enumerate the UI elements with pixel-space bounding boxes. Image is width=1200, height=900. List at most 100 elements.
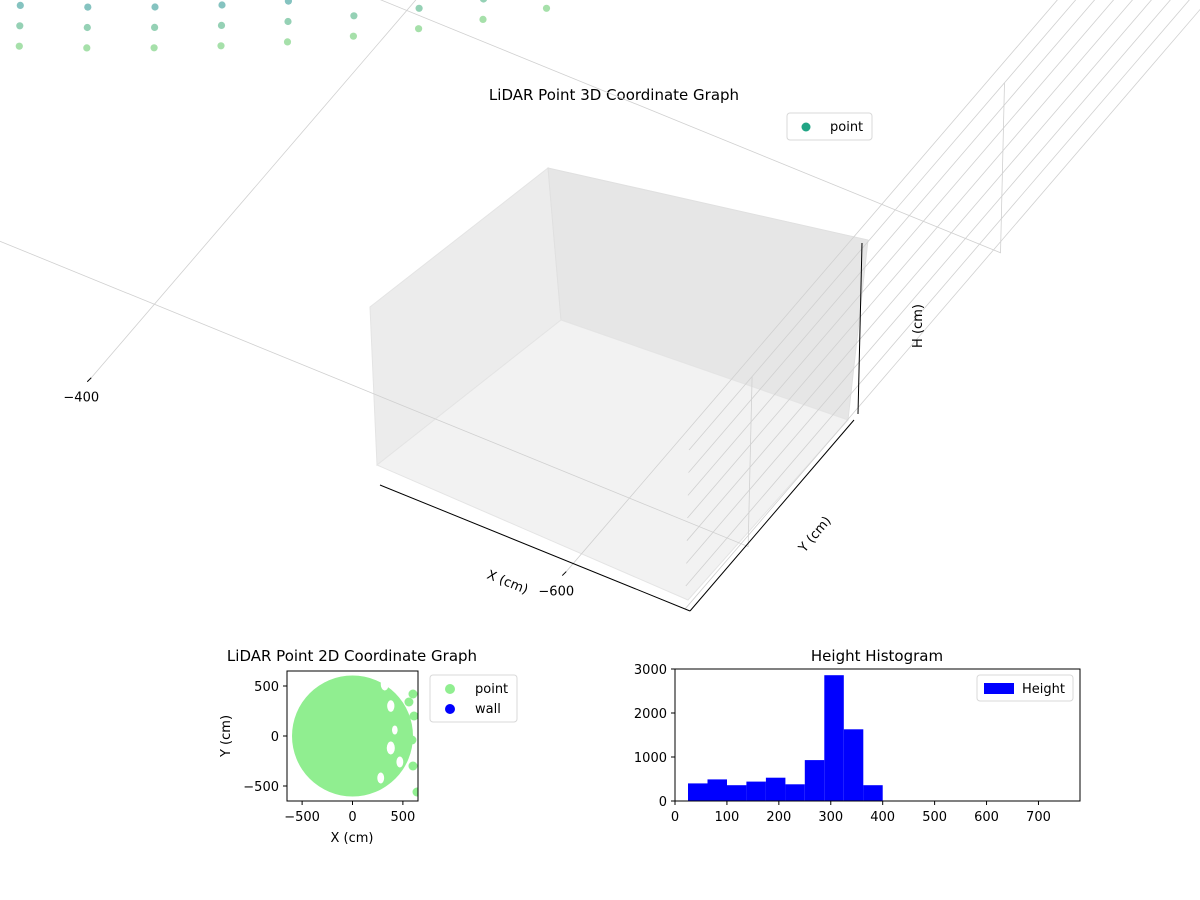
legend-frame	[786, 112, 873, 141]
x-tick-label: −600	[538, 585, 574, 600]
data-point-3d	[349, 32, 357, 40]
data-point-2d	[404, 697, 414, 707]
data-point-3d	[350, 12, 358, 20]
x-tick-label: 500	[922, 810, 947, 825]
plot2d-x-label: X (cm)	[331, 831, 374, 846]
data-point-2d	[407, 735, 417, 745]
histogram-title: Height Histogram	[811, 647, 943, 665]
legend-3d: point	[786, 112, 873, 141]
y-tick-label: −500	[243, 780, 279, 795]
data-point-3d	[151, 3, 159, 11]
x-tick-mark	[561, 571, 567, 576]
x-tick-label: 100	[715, 810, 740, 825]
data-point-2d	[398, 731, 408, 741]
height-histogram: Height Histogram 0 100 200 300 400 500 600 7000…	[634, 647, 1081, 825]
y-tick-label: 1000	[634, 751, 667, 766]
x-tick-mark	[86, 377, 92, 383]
legend-2d: point wall	[429, 674, 518, 723]
y-tick-label: 3000	[634, 663, 667, 678]
gap-region	[396, 756, 404, 768]
legend-marker-point	[801, 122, 811, 132]
data-point-3d	[283, 38, 292, 46]
x-axis-label: X (cm)	[485, 568, 530, 598]
data-point-2d	[408, 689, 418, 699]
z-axis-label: H (cm)	[911, 304, 926, 348]
data-point-2d	[408, 761, 418, 771]
histogram-bar	[688, 783, 708, 801]
point-disc	[292, 675, 413, 797]
plot2d-title: LiDAR Point 2D Coordinate Graph	[227, 647, 477, 665]
legend-histogram: Height	[976, 674, 1074, 702]
pane-floor	[376, 319, 849, 601]
x-tick-label: 0	[671, 810, 679, 825]
data-point-3d	[542, 4, 551, 12]
gap-region	[387, 700, 395, 712]
x-tick-label: −500	[284, 810, 320, 825]
histogram-bar	[785, 784, 805, 801]
data-point-3d	[15, 42, 23, 50]
data-point-3d	[480, 0, 487, 3]
histogram-bar	[765, 777, 786, 801]
x-tick-label: 0	[348, 810, 356, 825]
data-point-3d	[479, 15, 487, 23]
ticks-2d: −500 0 500 500 0 −500	[243, 680, 415, 825]
data-point-3d	[218, 1, 226, 9]
y-tick-label: 2000	[634, 707, 667, 722]
histogram-bars	[688, 675, 883, 801]
legend-marker-point	[445, 684, 455, 694]
data-point-3d	[415, 4, 423, 12]
y-axis-label: Y (cm)	[795, 514, 834, 557]
legend-label-point: point	[830, 120, 863, 135]
legend-marker-wall	[445, 704, 455, 714]
z-axis-line	[857, 242, 863, 415]
histogram-bar	[863, 785, 883, 801]
grid-3d	[0, 0, 1200, 609]
y-tick-label: 0	[271, 730, 279, 745]
histogram-bar	[843, 729, 864, 801]
histogram-bar	[707, 779, 727, 801]
histogram-frame	[674, 668, 1081, 802]
y-tick-label: 500	[254, 680, 279, 695]
x-tick-label: 200	[766, 810, 791, 825]
legend-marker-height	[984, 683, 1014, 694]
data-point-3d	[284, 17, 292, 26]
legend-label-height: Height	[1022, 682, 1065, 697]
y-axis-line	[689, 419, 855, 612]
histogram-bar	[824, 675, 844, 801]
histogram-bar	[804, 760, 825, 801]
x-tick-label: 400	[870, 810, 895, 825]
gap-region	[377, 772, 385, 784]
data-point-3d	[151, 23, 159, 31]
y-tick-label: 0	[659, 795, 667, 810]
gap-region	[392, 725, 398, 735]
data-point-3d	[16, 22, 24, 30]
data-point-2d	[409, 711, 418, 721]
x-tick-label: 600	[974, 810, 999, 825]
data-point-3d	[83, 44, 91, 52]
histogram-bar	[746, 781, 766, 801]
data-point-3d	[217, 21, 226, 29]
x-tick-label: 700	[1026, 810, 1051, 825]
x-tick-label: 500	[390, 810, 415, 825]
histogram-ticks: 0 100 200 300 400 500 600 700 0 1000 2000 3000	[634, 663, 1051, 825]
legend-frame	[976, 674, 1074, 702]
data-point-3d	[217, 42, 225, 50]
histogram-bar	[726, 785, 747, 801]
point-cloud-2d	[292, 675, 418, 797]
grid-line-y	[380, 0, 1005, 254]
plot2d-y-label: Y (cm)	[219, 715, 234, 758]
data-point-2d	[412, 787, 418, 797]
data-point-3d	[16, 1, 24, 9]
x-tick-label: −400	[63, 391, 99, 406]
gap-region	[403, 690, 409, 698]
ticks-3d: −600−400−2000200400600−600−400−200020040…	[63, 377, 574, 600]
data-point-3d	[83, 23, 91, 32]
legend-label-wall: wall	[475, 702, 501, 717]
data-point-3d	[415, 25, 423, 33]
data-point-3d	[284, 0, 292, 5]
lidar-2d-plot: LiDAR Point 2D Coordinate Graph −500 0 500…	[219, 647, 518, 846]
x-tick-label: 300	[818, 810, 843, 825]
legend-label-point: point	[475, 682, 508, 697]
x-axis-line	[379, 484, 691, 612]
